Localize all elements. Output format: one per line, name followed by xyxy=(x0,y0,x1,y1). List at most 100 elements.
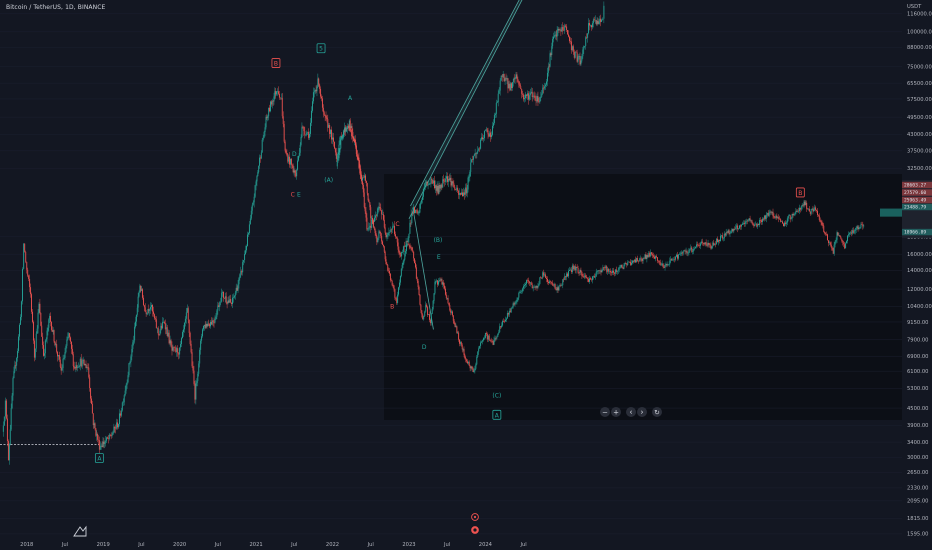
scroll-right-button[interactable]: › xyxy=(637,407,647,417)
projection-candle-body xyxy=(621,264,623,268)
wave-label[interactable]: (A) xyxy=(324,177,333,184)
reset-chart-button[interactable]: ↻ xyxy=(652,407,662,417)
history-candle-body xyxy=(129,362,131,364)
projection-candle-body xyxy=(463,349,465,355)
history-candle-body xyxy=(504,78,506,82)
history-candle-body xyxy=(514,77,516,80)
history-candle-body xyxy=(400,254,402,257)
history-candle-body xyxy=(511,83,513,89)
projection-candle-body xyxy=(474,368,476,371)
wave-label[interactable]: A xyxy=(94,453,104,463)
history-candle-body xyxy=(303,127,305,132)
zoom-in-button[interactable]: + xyxy=(611,407,621,417)
projection-candle-body xyxy=(655,256,656,259)
history-candle-body xyxy=(551,46,553,55)
history-candle-body xyxy=(279,97,281,99)
history-candle-body xyxy=(13,371,15,379)
history-candle-body xyxy=(124,390,126,396)
history-candle-body xyxy=(328,124,330,128)
projection-candle-body xyxy=(406,245,408,251)
history-candle-body xyxy=(291,164,293,166)
projection-candle-body xyxy=(435,280,437,282)
projection-candle-body xyxy=(742,223,744,224)
projection-candle-body xyxy=(378,231,380,239)
history-candle-body xyxy=(351,126,353,132)
history-candle-body xyxy=(152,305,153,312)
projection-candle-body xyxy=(442,282,444,285)
history-candle-body xyxy=(232,297,234,299)
projection-candle-body xyxy=(364,175,366,178)
projection-candle-body xyxy=(845,243,847,249)
tradingview-logo-icon[interactable] xyxy=(73,525,87,537)
history-candle-body xyxy=(207,323,209,327)
history-candle-body xyxy=(224,296,226,299)
history-candle-body xyxy=(451,181,453,186)
projection-candle-body xyxy=(602,267,604,271)
projection-candle-body xyxy=(415,263,416,268)
projection-candle-body xyxy=(526,280,528,281)
history-candle-body xyxy=(11,395,13,409)
wave-label[interactable]: E xyxy=(437,254,441,261)
history-candle-body xyxy=(537,96,539,102)
projection-candle-body xyxy=(588,279,590,282)
history-candle-body xyxy=(449,177,451,180)
projection-candle-body xyxy=(616,270,618,273)
time-axis[interactable]: 2018 Jul 2019 Jul 2020 Jul 2021 Jul 2022 Jul 2023 J… xyxy=(20,542,527,548)
projection-candle-body xyxy=(475,364,477,369)
history-candle-body xyxy=(298,152,300,156)
time-tick-label: 2020 xyxy=(173,542,186,548)
scroll-left-button[interactable]: ‹ xyxy=(626,407,636,417)
projection-candle-body xyxy=(349,128,351,130)
projection-candle-body xyxy=(450,310,452,313)
zoom-out-button[interactable]: − xyxy=(600,407,610,417)
wave-label[interactable]: B xyxy=(390,303,394,310)
history-candle-body xyxy=(375,215,377,216)
wave-label[interactable]: C xyxy=(291,191,295,198)
history-candle-body xyxy=(29,279,31,288)
history-candle-body xyxy=(264,127,266,133)
wave-label[interactable]: (C) xyxy=(492,392,501,399)
projection-candle-body xyxy=(397,294,399,303)
event-marker-halving[interactable] xyxy=(471,513,479,521)
wave-label[interactable]: 5 xyxy=(316,43,326,54)
wave-label[interactable]: B xyxy=(795,187,805,198)
projection-candle-body xyxy=(768,212,770,216)
wave-label[interactable]: A xyxy=(492,409,502,420)
projection-candle-body xyxy=(575,266,577,271)
wave-label[interactable]: C xyxy=(395,221,399,228)
history-candle-body xyxy=(500,75,502,81)
event-marker-earnings[interactable] xyxy=(471,526,479,534)
history-candle-body xyxy=(259,157,261,166)
projection-candle-body xyxy=(624,263,626,265)
price-axis[interactable]: 116000.00 100000.00 88000.00 75000.00 65500.… xyxy=(907,12,932,538)
projection-candle-body xyxy=(487,335,489,340)
projection-candle-body xyxy=(717,238,719,243)
history-candle-body xyxy=(479,148,481,150)
channel-line[interactable] xyxy=(410,0,670,207)
wave-label[interactable]: A xyxy=(348,95,353,102)
projection-candle-body xyxy=(580,270,582,272)
projection-candle-body xyxy=(605,266,607,269)
wave-label[interactable]: (B) xyxy=(434,237,443,244)
projection-candle-body xyxy=(523,286,525,289)
history-candle-body xyxy=(79,358,81,366)
channel-line[interactable] xyxy=(408,0,661,220)
history-candle-body xyxy=(197,373,199,382)
wave-label[interactable]: B xyxy=(271,58,281,68)
projection-candle-body xyxy=(535,286,537,288)
wave-label[interactable]: E xyxy=(297,191,301,198)
history-candle-body xyxy=(492,123,494,126)
symbol-title[interactable]: Bitcoin / TetherUS, 1D, BINANCE xyxy=(6,4,106,11)
projection-candle-body xyxy=(825,233,827,235)
wave-label[interactable]: D xyxy=(422,344,427,351)
projection-candle-body xyxy=(858,227,860,230)
history-candle-body xyxy=(185,312,187,319)
history-candle-body xyxy=(322,107,324,113)
history-candle-body xyxy=(601,19,603,22)
history-candle-body xyxy=(381,210,383,215)
history-candle-body xyxy=(282,116,284,124)
projection-candle-body xyxy=(432,300,434,309)
projection-candle-body xyxy=(529,282,531,284)
wave-label[interactable]: D xyxy=(292,151,297,158)
